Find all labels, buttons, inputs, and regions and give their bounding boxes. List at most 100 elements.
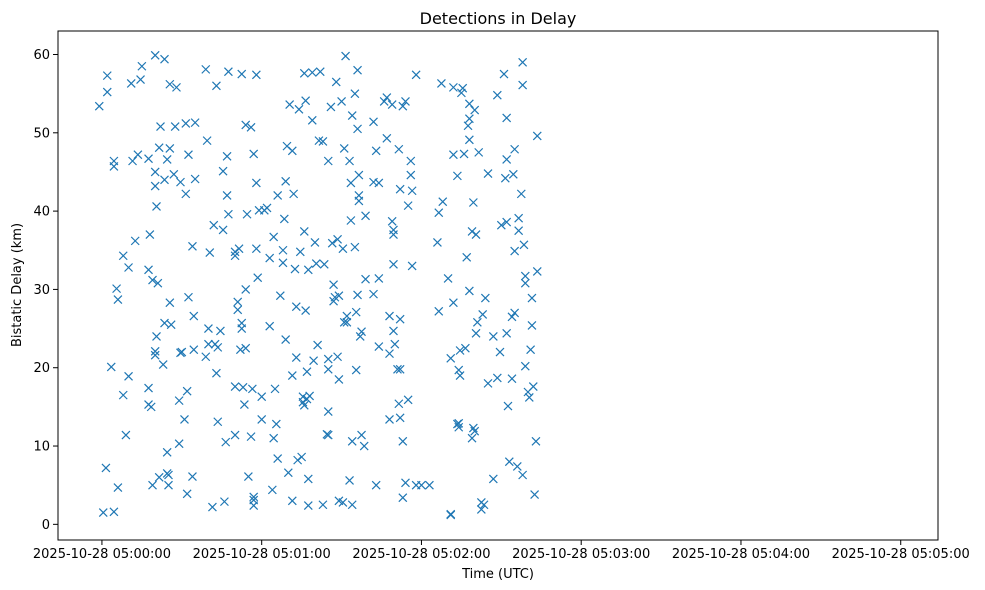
data-point [222, 151, 232, 161]
data-point [393, 364, 402, 374]
data-point [502, 328, 512, 338]
data-point [351, 365, 361, 375]
data-point [201, 352, 211, 362]
data-point [150, 346, 160, 356]
x-axis-label: Time (UTC) [461, 567, 534, 582]
data-point [518, 57, 528, 67]
data-point [389, 326, 398, 336]
data-point [238, 382, 248, 392]
data-point [285, 100, 295, 110]
data-point [148, 275, 157, 285]
data-point [496, 220, 506, 230]
data-point [462, 252, 472, 262]
data-point [326, 102, 336, 112]
data-point [471, 328, 481, 338]
data-point [98, 508, 108, 518]
data-point [507, 312, 517, 322]
data-point [293, 455, 303, 465]
data-point [357, 430, 366, 440]
data-point [301, 306, 311, 315]
x-axis: 2025-10-28 05:00:00 2025-10-28 05:01:00 20… [33, 540, 970, 562]
data-point [169, 169, 179, 179]
data-point [160, 318, 169, 328]
data-point [369, 117, 378, 127]
data-point [153, 278, 163, 288]
data-point [176, 177, 185, 187]
data-point [154, 472, 164, 482]
data-point [354, 196, 364, 206]
data-point [527, 293, 537, 303]
data-point [249, 492, 259, 502]
data-point [371, 480, 381, 490]
data-point [180, 414, 189, 424]
data-point [94, 101, 104, 111]
data-point [121, 430, 131, 440]
data-point [463, 121, 473, 131]
data-point [303, 474, 313, 484]
data-point [162, 447, 172, 457]
data-point [369, 289, 378, 299]
data-point [237, 69, 247, 79]
data-point [160, 175, 169, 185]
data-point [510, 144, 520, 154]
data-point [189, 311, 199, 321]
data-point [144, 383, 153, 393]
data-point [323, 407, 333, 416]
data-point [112, 284, 122, 294]
data-point [495, 347, 505, 357]
data-point [290, 264, 300, 274]
data-point [158, 360, 168, 370]
data-point [433, 238, 442, 247]
data-point [448, 82, 458, 92]
data-point [385, 311, 394, 321]
data-point [474, 147, 484, 157]
data-point [270, 384, 280, 394]
data-point [162, 155, 172, 164]
data-point [401, 97, 410, 106]
data-point [303, 265, 313, 275]
data-point [446, 353, 456, 363]
data-point [382, 133, 392, 143]
data-point [202, 136, 212, 146]
data-point [333, 352, 343, 362]
data-point [128, 156, 137, 166]
data-point [524, 393, 534, 402]
data-point [212, 81, 221, 91]
data-point [257, 414, 267, 424]
data-point [478, 310, 488, 319]
data-point [241, 343, 251, 353]
data-point [460, 343, 470, 353]
data-point [387, 216, 397, 226]
data-point [492, 90, 502, 100]
data-point [319, 259, 329, 269]
data-point [327, 238, 337, 248]
data-point [239, 400, 249, 409]
data-point [361, 211, 370, 221]
data-point [342, 317, 352, 327]
data-point [218, 166, 228, 176]
data-point [395, 364, 405, 374]
data-point [341, 51, 350, 61]
data-point [411, 70, 421, 80]
data-point [165, 298, 175, 308]
data-point [251, 70, 261, 80]
data-point [130, 236, 140, 246]
data-point [209, 220, 219, 230]
data-point [425, 480, 434, 490]
data-point [390, 339, 400, 349]
data-point [500, 173, 510, 183]
data-point [387, 100, 397, 110]
data-point [137, 61, 147, 71]
data-point [323, 156, 333, 166]
data-point [407, 186, 417, 196]
data-point [512, 461, 522, 471]
data-point [459, 149, 469, 159]
data-point [213, 342, 223, 352]
data-point [382, 93, 392, 102]
data-point [246, 432, 256, 442]
data-point [305, 391, 315, 401]
data-point [331, 77, 341, 87]
data-point [520, 361, 530, 371]
data-point [165, 144, 175, 153]
